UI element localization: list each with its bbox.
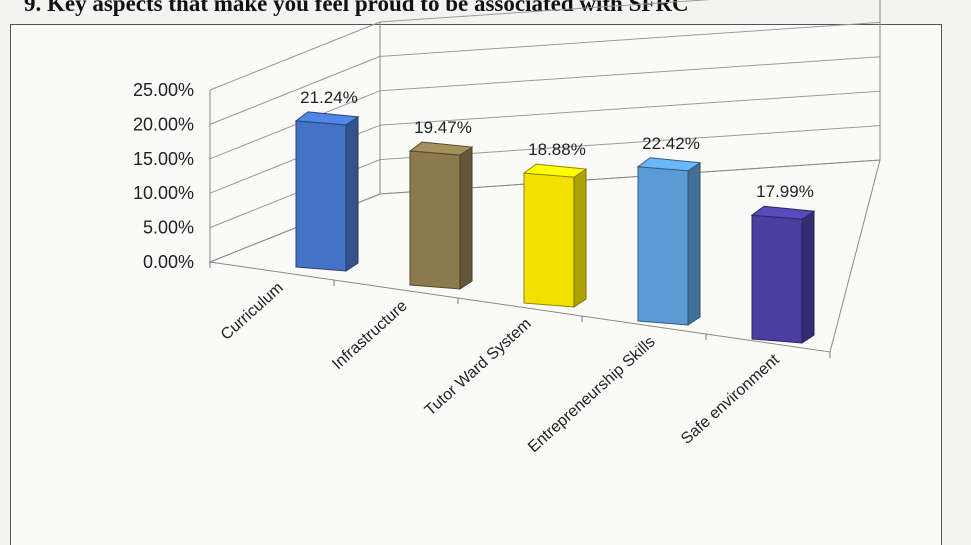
bar-safe-environment <box>750 205 816 344</box>
data-label: 19.47% <box>414 118 472 137</box>
data-label: 21.24% <box>300 88 358 107</box>
gridline-left-5 <box>209 21 381 91</box>
bar-tutor-ward-system <box>522 163 588 308</box>
y-tick-label: 10.00% <box>133 183 194 203</box>
y-tick-label: 25.00% <box>133 80 194 100</box>
y-tick-label: 20.00% <box>133 114 194 134</box>
gridline-left-4 <box>209 55 381 125</box>
bar-infrastructure <box>408 141 474 290</box>
gridline-back-2 <box>379 90 881 126</box>
chart-gridlines <box>209 0 881 263</box>
y-tick-label: 0.00% <box>143 252 194 272</box>
bar-curriculum <box>294 111 360 272</box>
y-tick-label: 5.00% <box>143 218 194 238</box>
data-label: 22.42% <box>642 134 700 153</box>
gridline-back-5 <box>379 0 711 23</box>
gridline-back-4 <box>379 21 881 57</box>
x-tick-label: Entrepreneurship Skills <box>525 333 659 456</box>
x-tick-label: Curriculum <box>218 279 287 343</box>
data-label: 18.88% <box>528 140 586 159</box>
gridline-left-3 <box>209 90 381 160</box>
x-tick-label: Tutor Ward System <box>422 315 535 419</box>
bar-entrepreneurship-skills <box>636 157 702 326</box>
data-label: 17.99% <box>756 182 814 201</box>
gridline-back-3 <box>379 56 881 92</box>
x-tick-label: Infrastructure <box>329 297 410 373</box>
x-tick-label: Safe environment <box>678 351 783 448</box>
chart-bars <box>294 111 816 344</box>
y-tick-label: 15.00% <box>133 149 194 169</box>
